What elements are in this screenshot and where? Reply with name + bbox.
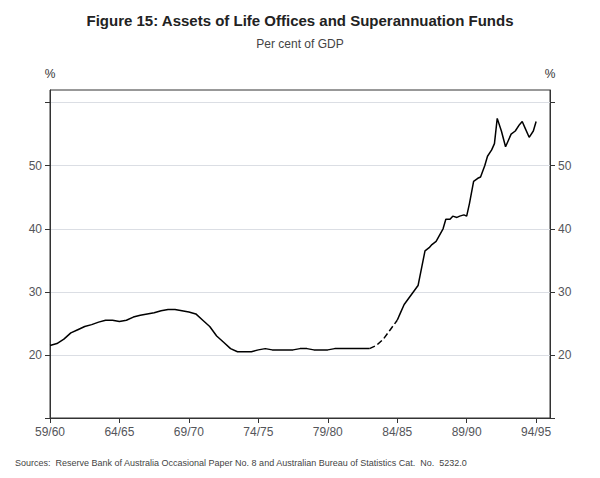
svg-text:Per cent of GDP: Per cent of GDP	[256, 37, 343, 51]
svg-text:59/60: 59/60	[35, 425, 65, 439]
svg-text:94/95: 94/95	[521, 425, 551, 439]
svg-text:64/65: 64/65	[104, 425, 134, 439]
svg-text:30: 30	[558, 285, 572, 299]
svg-text:20: 20	[29, 348, 43, 362]
svg-text:%: %	[545, 67, 556, 81]
svg-text:74/75: 74/75	[243, 425, 273, 439]
svg-text:79/80: 79/80	[313, 425, 343, 439]
svg-text:Figure 15: Assets of Life Offi: Figure 15: Assets of Life Offices and Su…	[86, 12, 513, 29]
svg-text:30: 30	[29, 285, 43, 299]
svg-text:89/90: 89/90	[452, 425, 482, 439]
svg-text:69/70: 69/70	[174, 425, 204, 439]
svg-text:50: 50	[29, 159, 43, 173]
svg-text:40: 40	[558, 222, 572, 236]
svg-text:%: %	[45, 67, 56, 81]
svg-text:Sources: Reserve Bank of Aust: Sources: Reserve Bank of Australia Occas…	[15, 458, 467, 468]
svg-text:20: 20	[558, 348, 572, 362]
svg-text:84/85: 84/85	[382, 425, 412, 439]
svg-text:40: 40	[29, 222, 43, 236]
svg-text:50: 50	[558, 159, 572, 173]
